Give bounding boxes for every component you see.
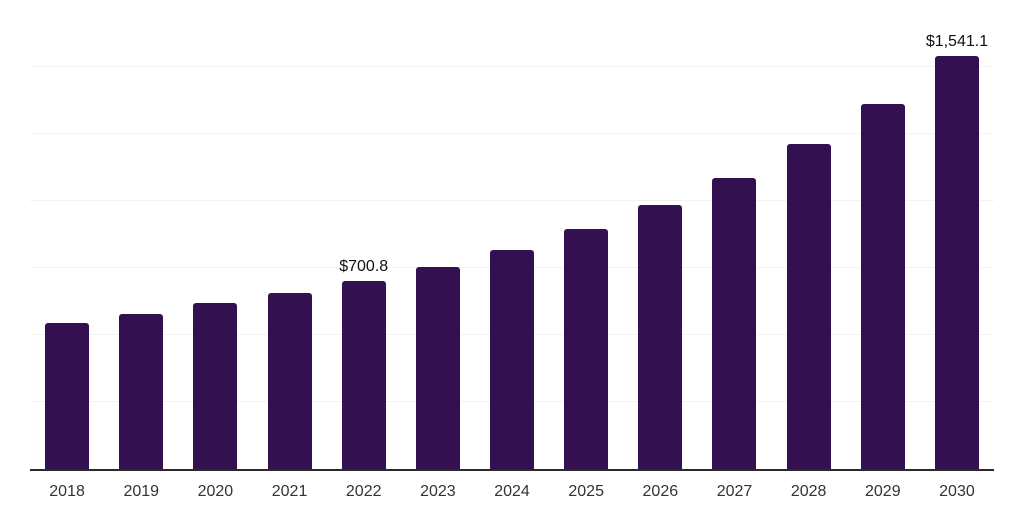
- bar-2028[interactable]: [786, 143, 831, 469]
- gridline-1500: [30, 66, 994, 67]
- gridline-1000: [30, 200, 994, 201]
- x-axis-line: [30, 469, 994, 471]
- x-tick-label-2028: 2028: [790, 483, 827, 500]
- bar-slot-2020: [178, 0, 252, 469]
- bar-slot-2030: $1,541.1: [920, 0, 994, 469]
- plot-area: $700.8 $1,541.1: [30, 0, 994, 469]
- x-tick-label-2026: 2026: [642, 483, 679, 500]
- x-tick-label-2024: 2024: [494, 483, 530, 500]
- x-tick-label-2021: 2021: [271, 483, 308, 500]
- x-tick-label-2019: 2019: [123, 483, 160, 500]
- bar-slot-2022: $700.8: [327, 0, 401, 469]
- bar-slot-2018: [30, 0, 104, 469]
- bar-2025[interactable]: [564, 229, 609, 469]
- bar-slot-2029: [846, 0, 920, 469]
- bar-2020[interactable]: [193, 303, 238, 469]
- x-tick-label-2030: 2030: [939, 483, 975, 500]
- x-tick-label-2027: 2027: [716, 483, 753, 500]
- bar-2027[interactable]: [712, 177, 757, 469]
- bar-slot-2019: [104, 0, 178, 469]
- bar-slot-2024: [475, 0, 549, 469]
- bar-2023[interactable]: [415, 266, 460, 469]
- x-tick-label-2022: 2022: [345, 483, 382, 500]
- bar-2021[interactable]: [267, 293, 312, 469]
- bar-slot-2026: [623, 0, 697, 469]
- x-tick-label-2018: 2018: [49, 483, 85, 500]
- bar-2024[interactable]: [490, 249, 535, 469]
- x-tick-label-2023: 2023: [420, 483, 456, 500]
- bar-2019[interactable]: [119, 313, 164, 469]
- bar-slot-2025: [549, 0, 623, 469]
- x-tick-label-2025: 2025: [568, 483, 604, 500]
- gridline-1250: [30, 133, 994, 134]
- bar-slot-2027: [697, 0, 771, 469]
- x-axis-labels: 2018 2019 2020 2021 2022 2023 2024 2025 2026 2027…: [30, 482, 994, 501]
- bar-value-label-2030: $1,541.1: [925, 33, 989, 50]
- x-tick-label-2029: 2029: [865, 483, 901, 500]
- bar-2029[interactable]: [860, 103, 905, 469]
- x-tick-label-2020: 2020: [197, 483, 234, 500]
- bar-2026[interactable]: [638, 205, 683, 469]
- bar-2030[interactable]: $1,541.1: [926, 33, 988, 469]
- bar-slot-2023: [401, 0, 475, 469]
- bars-container: $700.8 $1,541.1: [30, 0, 994, 469]
- bar-value-label-2022: $700.8: [339, 258, 389, 276]
- bar-2018[interactable]: [45, 323, 90, 469]
- bar-2022[interactable]: $700.8: [339, 258, 388, 469]
- bar-slot-2021: [252, 0, 326, 469]
- bar-slot-2028: [772, 0, 846, 469]
